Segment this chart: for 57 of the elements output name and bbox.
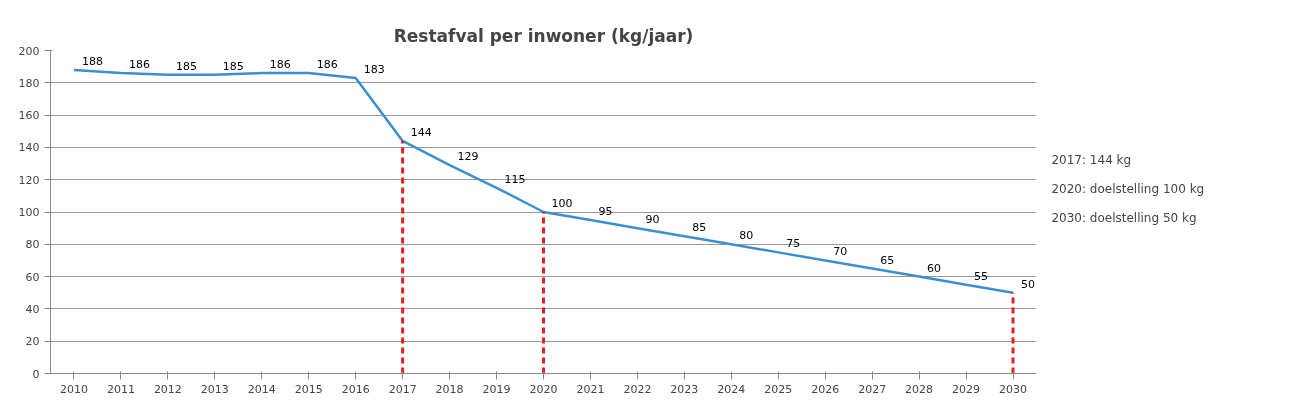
text: 2030: doelstelling 50 kg — [1051, 210, 1197, 225]
y-tick-label: 40 — [25, 302, 40, 316]
text: 2017: 144 kg — [1051, 152, 1132, 167]
data-label: 186 — [316, 58, 338, 72]
data-label: 50 — [1021, 277, 1036, 291]
y-tick-label: 140 — [18, 141, 40, 155]
data-label: 183 — [363, 62, 385, 76]
x-tick-label: 2011 — [106, 382, 135, 396]
y-tick-label: 180 — [18, 76, 40, 90]
data-label: 80 — [739, 229, 754, 243]
data-label: 70 — [833, 245, 848, 259]
x-tick-label: 2026 — [811, 382, 840, 396]
x-tick-label: 2025 — [764, 382, 793, 396]
chart-title: Restafval per inwoner (kg/jaar) — [393, 25, 694, 46]
y-tick-label: 160 — [18, 109, 40, 123]
y-tick-label: 0 — [32, 367, 40, 381]
data-label: 60 — [927, 261, 942, 275]
x-tick-label: 2010 — [59, 382, 88, 396]
x-tick-label: 2022 — [623, 382, 652, 396]
data-label: 144 — [410, 125, 432, 139]
x-tick-label: 2020 — [529, 382, 558, 396]
y-tick-label: 60 — [25, 270, 40, 284]
x-tick-label: 2030 — [999, 382, 1028, 396]
data-label: 129 — [457, 150, 479, 164]
x-tick-label: 2028 — [905, 382, 934, 396]
y-tick-label: 100 — [18, 206, 40, 219]
text: 2020: doelstelling 100 kg — [1051, 181, 1205, 196]
data-label: 75 — [786, 237, 801, 251]
x-tick-label: 2017 — [388, 382, 417, 396]
x-tick-label: 2023 — [670, 382, 699, 396]
data-label: 100 — [551, 197, 573, 210]
data-label: 186 — [128, 58, 150, 72]
data-label: 115 — [504, 172, 526, 186]
x-tick-label: 2016 — [341, 382, 370, 396]
y-tick-label: 200 — [18, 44, 40, 58]
y-tick-label: 120 — [18, 173, 40, 187]
x-tick-label: 2029 — [952, 382, 981, 396]
y-tick-label: 20 — [25, 335, 40, 349]
data-label: 185 — [222, 59, 244, 73]
data-label: 55 — [974, 269, 989, 283]
x-tick-label: 2019 — [482, 382, 511, 396]
x-tick-label: 2013 — [200, 382, 229, 396]
data-label: 95 — [598, 205, 613, 219]
x-tick-label: 2018 — [435, 382, 464, 396]
x-tick-label: 2014 — [247, 382, 276, 396]
x-tick-label: 2024 — [717, 382, 746, 396]
x-tick-label: 2027 — [858, 382, 887, 396]
data-label: 185 — [175, 59, 197, 73]
x-tick-label: 2012 — [153, 382, 182, 396]
data-label: 186 — [269, 58, 291, 72]
y-tick-label: 80 — [25, 238, 40, 252]
data-label: 85 — [692, 221, 707, 235]
x-tick-label: 2021 — [576, 382, 605, 396]
data-label: 65 — [880, 253, 895, 267]
data-label: 90 — [645, 213, 660, 227]
x-tick-label: 2015 — [294, 382, 323, 396]
data-label: 188 — [81, 54, 103, 68]
